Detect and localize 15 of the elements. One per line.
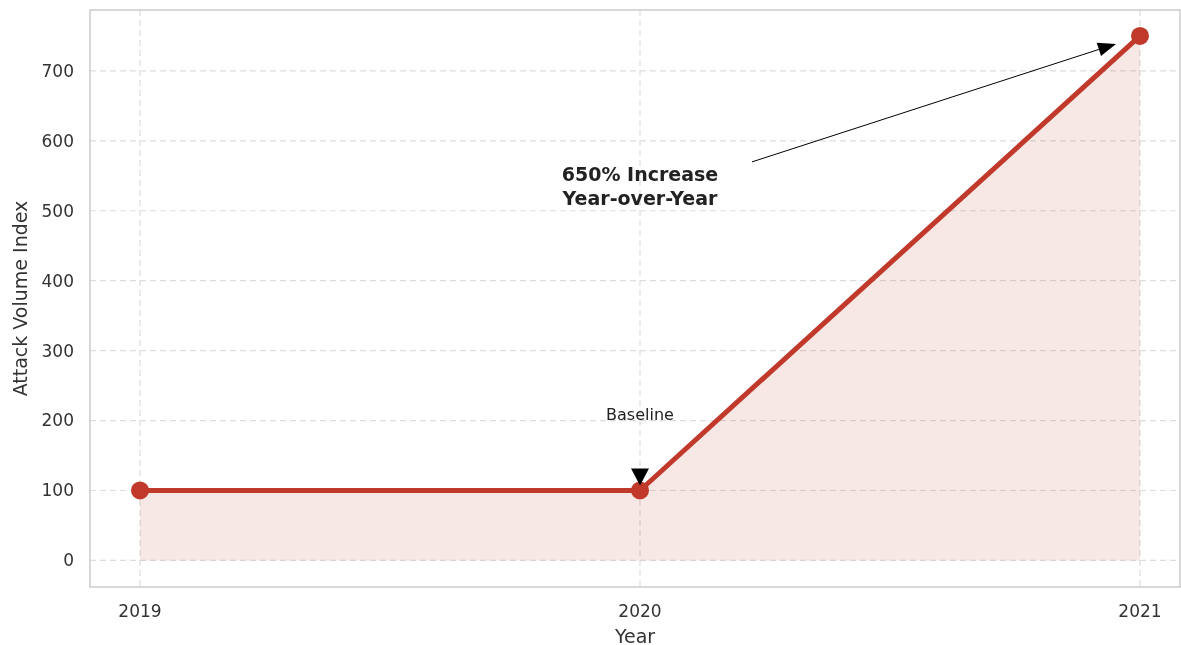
x-axis-title: Year (613, 625, 656, 645)
annotation: 650% Increase Year-over-Year (561, 162, 719, 209)
y-tick-label: 100 (41, 480, 74, 501)
y-axis-title: Attack Volume Index (9, 200, 31, 397)
x-tick-label: 2019 (118, 601, 162, 621)
y-tick-label: 0 (63, 550, 74, 571)
y-tick-label: 200 (41, 410, 74, 431)
x-tick-label: 2021 (1118, 601, 1162, 621)
y-tick-label: 300 (41, 340, 74, 361)
y-tick-label: 600 (41, 130, 74, 151)
annotation: Baseline (606, 405, 674, 425)
y-tick-label: 500 (41, 200, 74, 221)
x-tick-label: 2020 (618, 601, 662, 621)
y-tick-label: 400 (41, 270, 74, 291)
y-tick-label: 700 (41, 60, 74, 81)
